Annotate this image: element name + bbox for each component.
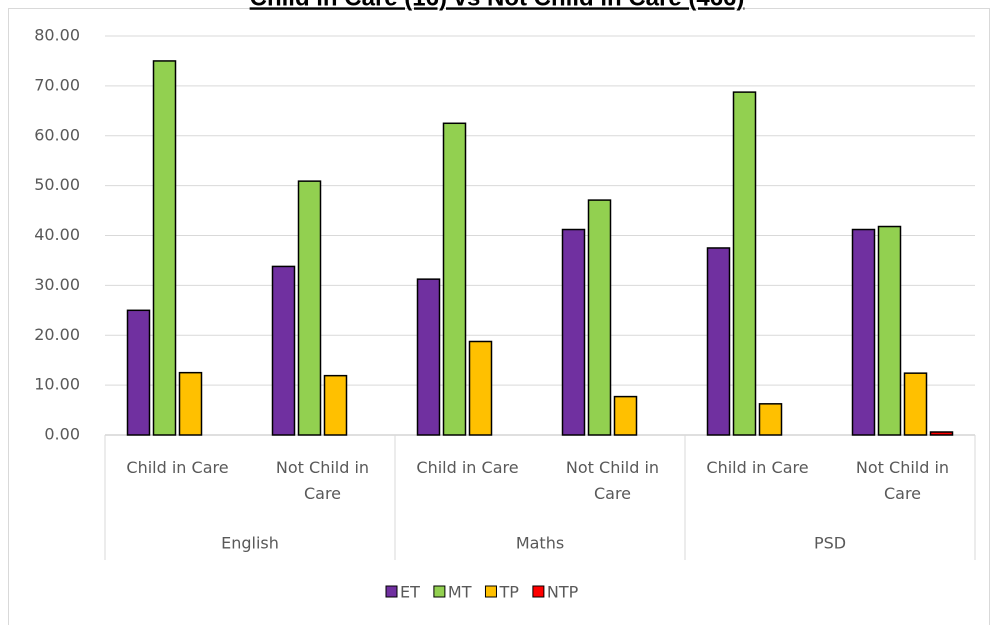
bar xyxy=(442,122,467,436)
y-tick-label: 0.00 xyxy=(44,425,80,444)
x-tick-label: Not Child in Care xyxy=(275,458,370,503)
y-tick-label: 20.00 xyxy=(34,325,80,344)
bar xyxy=(297,180,322,436)
bar xyxy=(587,199,612,436)
chart-title: Child in Care (16) vs Not Child in Care … xyxy=(250,0,745,11)
bar xyxy=(706,247,731,436)
x-tick-label: Not Child in Care xyxy=(855,458,950,503)
legend-swatch xyxy=(484,585,497,598)
y-tick-label: 10.00 xyxy=(34,375,80,394)
bar xyxy=(758,403,783,436)
x-tick-label: Child in Care xyxy=(706,458,809,477)
bar xyxy=(877,225,902,436)
x-tick-label: Child in Care xyxy=(416,458,519,477)
bar xyxy=(903,372,928,436)
bar xyxy=(613,395,638,436)
y-tick-label: 60.00 xyxy=(34,125,80,144)
bar xyxy=(271,265,296,436)
group-label: Maths xyxy=(516,534,564,553)
y-tick-label: 40.00 xyxy=(34,225,80,244)
bar xyxy=(851,228,876,436)
legend-label: NTP xyxy=(547,583,579,602)
legend-label: MT xyxy=(448,583,472,602)
group-label: PSD xyxy=(814,534,846,553)
x-tick-label: Not Child in Care xyxy=(565,458,660,503)
legend-swatch xyxy=(532,585,545,598)
bar xyxy=(126,309,151,436)
group-label: English xyxy=(221,534,279,553)
y-tick-label: 70.00 xyxy=(34,75,80,94)
bar xyxy=(416,278,441,436)
bar xyxy=(561,228,586,436)
bar xyxy=(929,431,954,436)
y-tick-label: 30.00 xyxy=(34,275,80,294)
y-tick-label: 50.00 xyxy=(34,175,80,194)
bar xyxy=(732,91,757,436)
x-tick-label: Child in Care xyxy=(126,458,229,477)
legend-swatch xyxy=(433,585,446,598)
y-tick-label: 80.00 xyxy=(34,26,80,45)
legend-swatch xyxy=(385,585,398,598)
bar xyxy=(468,340,493,436)
bar xyxy=(178,371,203,436)
legend-label: TP xyxy=(498,583,519,602)
bar xyxy=(152,60,177,436)
bar xyxy=(323,374,348,436)
legend-label: ET xyxy=(400,583,420,602)
